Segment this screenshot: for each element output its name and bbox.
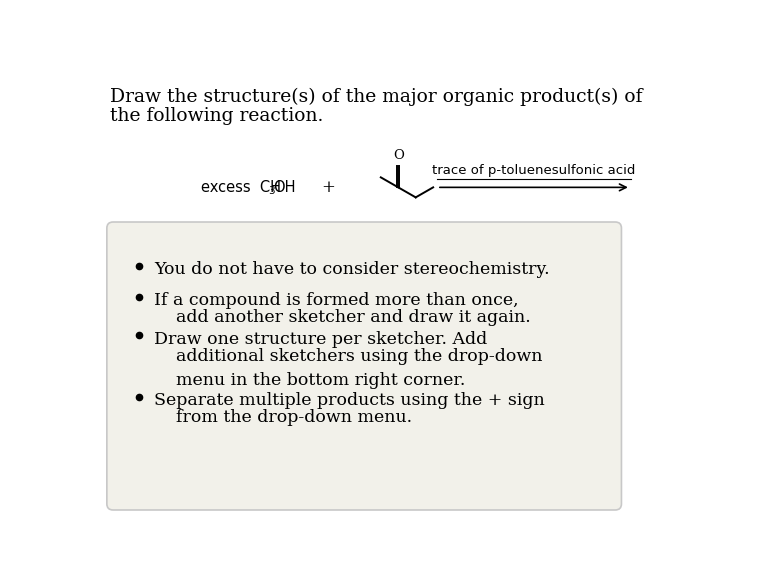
Text: OH: OH	[273, 180, 296, 195]
Text: excess  CH: excess CH	[200, 180, 280, 195]
Text: the following reaction.: the following reaction.	[110, 107, 323, 124]
Text: additional sketchers using the drop-down
    menu in the bottom right corner.: additional sketchers using the drop-down…	[154, 347, 543, 389]
FancyBboxPatch shape	[107, 222, 621, 510]
Text: Draw one structure per sketcher. Add: Draw one structure per sketcher. Add	[154, 331, 488, 347]
Text: from the drop-down menu.: from the drop-down menu.	[154, 409, 412, 426]
Text: 3: 3	[268, 186, 275, 196]
Text: +: +	[322, 179, 336, 196]
Text: If a compound is formed more than once,: If a compound is formed more than once,	[154, 292, 518, 309]
Text: Draw the structure(s) of the major organic product(s) of: Draw the structure(s) of the major organ…	[110, 87, 643, 105]
Text: add another sketcher and draw it again.: add another sketcher and draw it again.	[154, 309, 531, 326]
Text: Separate multiple products using the + sign: Separate multiple products using the + s…	[154, 392, 545, 409]
Text: trace of p-toluenesulfonic acid: trace of p-toluenesulfonic acid	[432, 163, 636, 176]
Text: O: O	[392, 149, 404, 162]
Text: You do not have to consider stereochemistry.: You do not have to consider stereochemis…	[154, 261, 550, 278]
